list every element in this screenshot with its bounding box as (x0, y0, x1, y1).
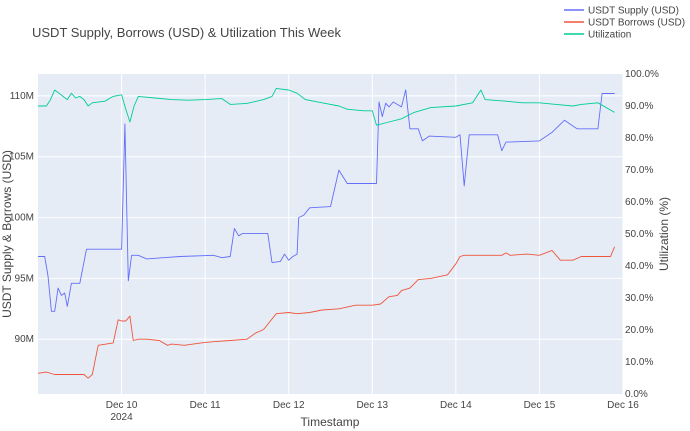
y2-tick-label: 10.0% (625, 357, 653, 368)
chart-title: USDT Supply, Borrows (USD) & Utilization… (32, 25, 341, 40)
legend-label: Utilization (588, 30, 631, 41)
x-tick-label: Dec 11 (190, 400, 221, 411)
legend: USDT Supply (USD)USDT Borrows (USD)Utili… (564, 6, 685, 41)
legend-label: USDT Borrows (USD) (588, 18, 685, 29)
series-line-utilization (38, 87, 615, 126)
series-lines (37, 87, 616, 379)
y2-tick-label: 70.0% (625, 165, 653, 176)
y2-axis-ticks: 0.0% 10.0% 20.0% 30.0% 40.0% 50.0% 60.0% 70.0% 8… (625, 69, 659, 400)
y-axis-title: USDT Supply & Borrows (USD) (0, 150, 14, 318)
y2-tick-label: 20.0% (625, 325, 653, 336)
y2-tick-label: 50.0% (625, 229, 653, 240)
x-tick-label: Dec 13 (356, 400, 388, 411)
y-tick-label: 105M (9, 152, 34, 163)
y2-tick-label: 60.0% (625, 197, 653, 208)
y2-tick-label: 80.0% (625, 133, 653, 144)
grid-lines (38, 74, 624, 394)
y2-axis-title: Utilization (%) (657, 197, 671, 271)
y-tick-label: 95M (15, 273, 34, 284)
plot-area (38, 74, 623, 394)
y-tick-label: 110M (10, 91, 34, 102)
y2-tick-label: 100.0% (625, 69, 659, 80)
y2-tick-label: 90.0% (625, 101, 653, 112)
x-tick-label: Dec 10 (106, 400, 138, 411)
y-tick-label: 100M (9, 213, 34, 224)
x-tick-sublabel: 2024 (110, 412, 133, 423)
y2-tick-label: 40.0% (625, 261, 653, 272)
x-tick-label: Dec 12 (273, 400, 305, 411)
series-line-usdt-borrows-usd (37, 246, 616, 379)
y2-tick-label: 30.0% (625, 293, 653, 304)
y2-tick-label: 0.0% (625, 389, 648, 400)
y-tick-label: 90M (15, 334, 34, 345)
x-axis-title: Timestamp (301, 415, 360, 429)
legend-label: USDT Supply (USD) (588, 6, 679, 17)
y-axis-ticks: 90M 95M 100M 105M 110M (9, 91, 34, 345)
x-tick-label: Dec 15 (524, 400, 556, 411)
series-line-usdt-supply-usd (38, 89, 615, 312)
x-tick-label: Dec 16 (607, 400, 639, 411)
x-tick-label: Dec 14 (440, 400, 472, 411)
